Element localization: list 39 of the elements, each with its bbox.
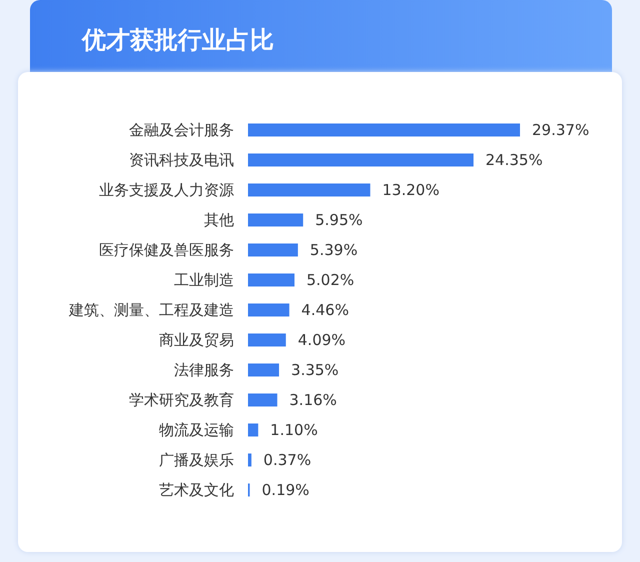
bar (248, 364, 280, 376)
chart-title: 优才获批行业占比 (82, 25, 274, 56)
bar (248, 214, 304, 226)
data-label: 5.39% (310, 241, 358, 259)
bar (248, 184, 370, 196)
y-tick-label: 业务支援及人力资源 (99, 181, 234, 199)
y-tick-label: 广播及娱乐 (159, 451, 234, 469)
bar (248, 244, 298, 256)
bar (248, 424, 258, 436)
y-tick-label: 艺术及文化 (159, 481, 234, 499)
bar (248, 124, 520, 136)
data-label: 13.20% (382, 181, 440, 199)
y-tick-label: 建筑、测量、工程及建造 (68, 301, 234, 319)
bar (248, 334, 286, 346)
bar (248, 274, 294, 286)
y-tick-label: 商业及贸易 (159, 331, 234, 349)
y-tick-label: 物流及运输 (159, 421, 234, 439)
data-label: 29.37% (532, 121, 590, 139)
y-tick-label: 其他 (204, 211, 234, 229)
data-label: 1.10% (270, 421, 318, 439)
data-label: 5.02% (306, 271, 354, 289)
data-label: 4.46% (301, 301, 349, 319)
data-label: 0.37% (263, 451, 312, 469)
bar (248, 304, 290, 316)
data-label: 3.35% (291, 361, 339, 379)
y-tick-label: 法律服务 (174, 361, 234, 379)
y-tick-label: 学术研究及教育 (129, 391, 234, 409)
y-tick-label: 工业制造 (174, 271, 234, 289)
data-label: 0.19% (262, 481, 310, 499)
y-tick-label: 医疗保健及兽医服务 (99, 241, 234, 259)
bar (248, 454, 252, 466)
data-label: 4.09% (298, 331, 346, 349)
data-label: 3.16% (289, 391, 337, 409)
data-label: 5.95% (315, 211, 363, 229)
data-label: 24.35% (486, 151, 543, 169)
bar (248, 394, 278, 406)
y-tick-label: 资讯科技及电讯 (129, 151, 234, 169)
bar (248, 154, 474, 166)
y-tick-label: 金融及会计服务 (129, 121, 234, 139)
